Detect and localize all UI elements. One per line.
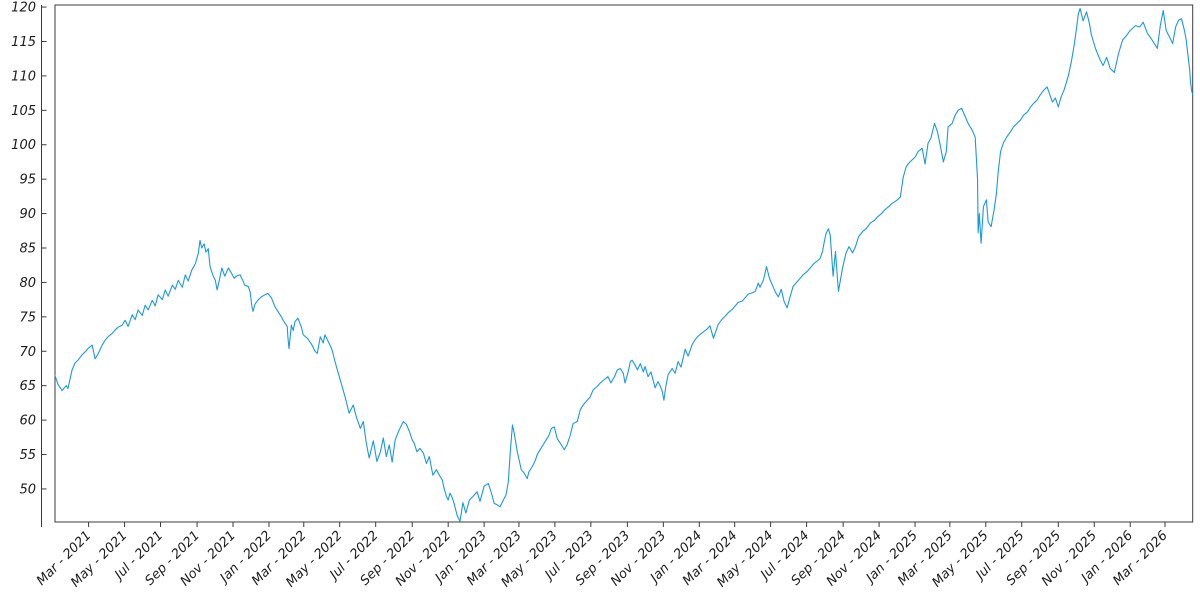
y-tick-label: 110 — [11, 69, 36, 84]
y-tick-label: 85 — [19, 242, 36, 257]
y-tick-label: 60 — [19, 414, 36, 429]
y-tick-label: 115 — [11, 35, 36, 50]
y-tick-label: 95 — [19, 173, 36, 188]
y-tick-label: 80 — [19, 276, 36, 291]
y-tick-label: 90 — [19, 207, 36, 222]
y-tick-label: 65 — [19, 379, 36, 394]
y-tick-label: 70 — [19, 345, 36, 360]
y-tick-label: 100 — [11, 138, 36, 153]
y-tick-label: 75 — [19, 310, 36, 325]
y-tick-label: 105 — [11, 104, 36, 119]
price-line — [54, 7, 1194, 522]
y-tick-label: 55 — [19, 448, 36, 463]
y-tick-label: 120 — [11, 1, 36, 16]
y-tick-label: 50 — [19, 482, 36, 497]
plot-border — [54, 4, 1194, 523]
